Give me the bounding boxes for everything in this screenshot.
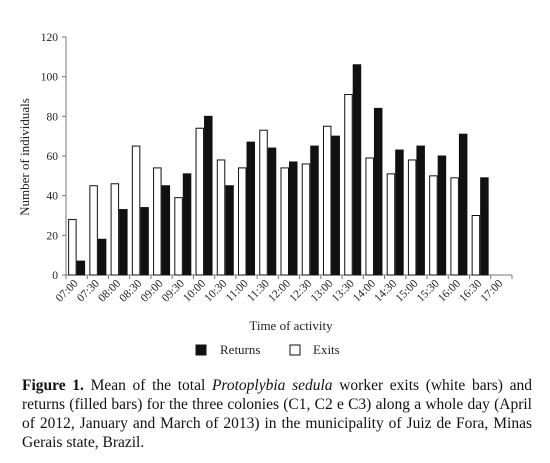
bar-returns (204, 115, 213, 276)
bar-returns (352, 64, 362, 276)
caption-text-after: worker exits (white bars) and returns (f… (22, 377, 532, 451)
x-tick-label: 14:00 (351, 277, 378, 304)
x-axis: 07:0007:3008:0008:3009:0009:3010:0010:30… (54, 274, 513, 305)
bar-exits (216, 159, 226, 276)
bar-returns (76, 260, 86, 276)
legend-label-returns: Returns (220, 342, 260, 357)
bar-exits (322, 125, 332, 276)
x-tick-label: 12:00 (266, 277, 293, 304)
x-tick-label: 12:30 (287, 277, 314, 304)
x-tick-label: 13:00 (309, 277, 336, 304)
x-tick-label: 15:30 (415, 277, 442, 304)
bar-returns (97, 238, 107, 276)
bar-returns (246, 141, 256, 276)
bar-returns (331, 135, 340, 276)
bar-returns (416, 145, 425, 276)
bar-exits (153, 167, 162, 276)
x-tick-label: 09:00 (139, 277, 166, 304)
bar-exits (280, 167, 289, 276)
x-axis-label: Time of activity (249, 318, 333, 333)
figure-caption: Figure 1. Mean of the total Protoplybia … (22, 376, 532, 452)
y-axis-label: Number of individuals (17, 98, 32, 216)
x-tick-label: 16:30 (457, 277, 484, 304)
bar-exits (131, 145, 141, 276)
x-tick-label: 07:30 (75, 277, 102, 304)
y-tick-label: 80 (47, 111, 59, 123)
species-name: Protoplybia sedula (211, 377, 333, 394)
bar-exits (259, 129, 268, 276)
bar-returns (458, 133, 468, 276)
bar-exits (429, 175, 438, 276)
bar-returns (161, 185, 171, 276)
x-tick-label: 15:00 (394, 277, 421, 304)
bar-exits (110, 183, 120, 276)
bar-returns (119, 209, 128, 276)
bar-exits (89, 185, 98, 276)
bar-returns (373, 107, 383, 276)
bar-returns (437, 155, 447, 276)
y-tick-label: 0 (52, 270, 58, 282)
y-tick-label: 120 (41, 32, 59, 44)
x-tick-label: 10:00 (181, 277, 208, 304)
y-tick-label: 60 (47, 151, 59, 163)
legend-swatch-exits (289, 344, 301, 356)
bar-exits (344, 94, 353, 276)
bar-chart: 0 20 40 60 80 100 120 07:0007:3008:0008:3009:0… (17, 32, 513, 357)
x-tick-label: 10:30 (202, 277, 229, 304)
y-tick-label: 100 (41, 72, 59, 84)
bar-returns (182, 173, 192, 276)
figure-label: Figure 1. (22, 377, 84, 394)
x-tick-label: 14:30 (372, 277, 399, 304)
bar-returns (267, 147, 277, 276)
bar-returns (225, 185, 234, 276)
x-tick-label: 11:30 (245, 277, 272, 304)
x-tick-label: 08:30 (117, 277, 144, 304)
x-tick-label: 16:00 (436, 277, 463, 304)
y-tick-label: 20 (47, 230, 59, 242)
caption-text-before: Mean of the total (83, 377, 212, 394)
bar-exits (386, 173, 396, 276)
bars (68, 64, 489, 276)
bar-returns (395, 149, 404, 276)
bar-returns (480, 177, 489, 276)
x-tick-label: 08:00 (96, 277, 123, 304)
bar-returns (310, 145, 319, 276)
bar-exits (238, 167, 247, 276)
bar-exits (68, 218, 77, 276)
x-tick-label: 17:00 (478, 277, 505, 304)
bar-exits (471, 215, 481, 276)
y-axis: 0 20 40 60 80 100 120 (41, 32, 67, 282)
legend: Returns Exits (195, 342, 340, 357)
x-tick-label: 11:00 (224, 277, 251, 304)
legend-label-exits: Exits (313, 342, 340, 357)
bar-exits (450, 177, 459, 276)
bar-returns (289, 161, 298, 276)
legend-swatch-returns (195, 344, 207, 356)
bar-exits (407, 159, 417, 276)
y-tick-label: 40 (47, 191, 59, 203)
x-tick-label: 13:30 (330, 277, 357, 304)
bar-returns (140, 207, 149, 276)
x-tick-label: 09:30 (160, 277, 187, 304)
bar-exits (365, 157, 374, 276)
bar-exits (301, 163, 311, 276)
bar-exits (195, 127, 205, 276)
bar-exits (174, 197, 183, 276)
